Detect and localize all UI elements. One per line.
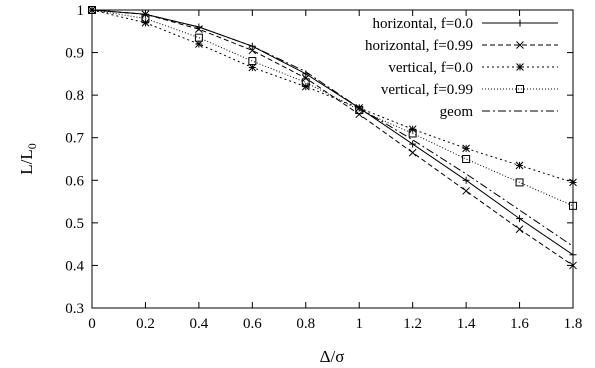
- y-tick-label-0: 0.3: [65, 301, 84, 317]
- point-s3-6: [408, 129, 417, 138]
- point-s1-5: [355, 110, 364, 119]
- point-s3-7: [462, 155, 471, 163]
- point-s2-7: [462, 144, 470, 153]
- legend-label-3: vertical, f=0.99: [381, 82, 473, 98]
- point-s1-7: [462, 187, 470, 195]
- point-s1-9: [569, 261, 577, 270]
- point-s3-4: [301, 78, 310, 87]
- legend-marker-0: [516, 19, 524, 27]
- point-s2-9: [569, 178, 577, 187]
- point-s1-1: [141, 10, 150, 19]
- x-tick-label-9: 1.8: [564, 316, 583, 332]
- point-s3-8: [515, 178, 524, 187]
- point-s0-6: [409, 140, 417, 148]
- point-s2-0: [88, 6, 96, 14]
- x-axis-label: Δ/σ: [320, 347, 345, 366]
- series-line-1: [91, 9, 574, 266]
- axis-ticks: 0 0.2 0.4 0.6 0.8 1 1.2 1.4 1.6 1.8 0.3 0.4 0.5 0.6 0.…: [65, 3, 582, 332]
- y-axis-label: L/L0: [17, 143, 39, 175]
- point-s0-4: [302, 70, 310, 78]
- point-s1-6: [408, 148, 417, 157]
- point-s0-3: [248, 42, 256, 50]
- point-s2-6: [408, 125, 417, 134]
- x-tick-label-5: 1: [355, 316, 363, 332]
- svg-text:L/L0: L/L0: [17, 143, 39, 175]
- y-tick-label-2: 0.5: [65, 216, 84, 232]
- x-tick-label-8: 1.6: [510, 316, 529, 332]
- y-tick-label-3: 0.6: [65, 173, 84, 189]
- x-tick-label-4: 0.8: [296, 316, 315, 332]
- point-s2-2: [195, 40, 203, 48]
- y-tick-label-1: 0.4: [65, 258, 84, 274]
- point-s3-3: [248, 57, 257, 66]
- point-s3-5: [355, 106, 364, 115]
- series-line-3: [91, 9, 574, 207]
- y-tick-label-5: 0.8: [65, 88, 84, 104]
- legend: horizontal, f=0.0 horizontal, f=0.99 verti…: [365, 16, 558, 120]
- y-axis-label-main: L/L: [17, 149, 36, 175]
- point-s2-4: [301, 82, 310, 91]
- legend-label-0: horizontal, f=0.0: [372, 16, 473, 32]
- series-markers: [88, 6, 577, 270]
- series-line-2: [91, 9, 574, 183]
- legend-label-1: horizontal, f=0.99: [365, 38, 473, 54]
- legend-label-2: vertical, f=0.0: [388, 60, 473, 76]
- point-s2-3: [248, 63, 257, 72]
- point-s3-9: [569, 201, 577, 210]
- legend-marker-3: [516, 85, 524, 93]
- y-tick-label-6: 0.9: [65, 46, 84, 62]
- legend-marker-2: [516, 63, 524, 71]
- y-tick-label-4: 0.7: [65, 131, 84, 147]
- point-s2-1: [141, 18, 150, 27]
- point-s0-9: [569, 251, 577, 259]
- series-line-0: [91, 9, 574, 256]
- point-s2-5: [355, 104, 364, 112]
- x-tick-label-7: 1.4: [457, 316, 476, 332]
- x-tick-label-6: 1.2: [403, 316, 422, 332]
- point-s3-1: [141, 14, 150, 23]
- point-s0-8: [516, 215, 524, 223]
- legend-label-4: geom: [440, 104, 474, 120]
- point-s1-2: [195, 25, 203, 34]
- point-s3-0: [88, 6, 96, 14]
- point-s2-8: [515, 161, 524, 170]
- series-lines: [91, 9, 574, 266]
- point-s1-8: [515, 225, 524, 234]
- y-tick-label-7: 1: [77, 3, 85, 19]
- legend-marker-1: [516, 41, 524, 49]
- x-tick-label-2: 0.4: [190, 316, 209, 332]
- point-s3-2: [194, 33, 203, 42]
- x-tick-label-3: 0.6: [243, 316, 262, 332]
- point-s1-4: [301, 74, 310, 82]
- x-tick-label-0: 0: [88, 316, 96, 332]
- y-axis-label-subscript: 0: [25, 143, 39, 149]
- point-s0-7: [462, 176, 470, 184]
- plot-frame: [91, 9, 574, 309]
- point-s1-3: [248, 46, 257, 55]
- series-line-4: [91, 9, 574, 247]
- x-tick-label-1: 0.2: [136, 316, 155, 332]
